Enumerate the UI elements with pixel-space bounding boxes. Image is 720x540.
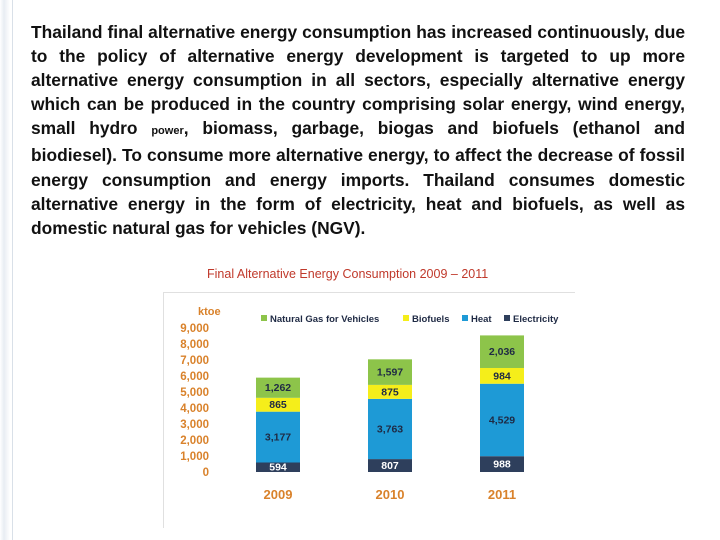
y-tick-label: 5,000 bbox=[180, 387, 209, 399]
y-unit-label: ktoe bbox=[198, 306, 221, 318]
legend-label: Heat bbox=[471, 314, 492, 325]
y-tick-label: 3,000 bbox=[180, 419, 209, 431]
bars: 594 3,177 865 1,262 807 3,763 875 1,597 988 4,529… bbox=[256, 335, 524, 474]
left-decoration bbox=[0, 0, 10, 540]
bar-segment-biofuels bbox=[256, 397, 300, 412]
bar-segment-biofuels bbox=[480, 367, 524, 384]
paragraph-text-1: Thailand final alternative energy consum… bbox=[31, 22, 685, 139]
y-tick-label: 0 bbox=[203, 467, 209, 479]
legend-label: Biofuels bbox=[412, 314, 449, 325]
x-tick-label: 2010 bbox=[376, 487, 405, 502]
legend-swatch bbox=[261, 315, 267, 321]
paragraph-small-word: power bbox=[151, 125, 184, 138]
bar-segment-natural-gas-for-vehicles bbox=[256, 377, 300, 398]
bar-segment-natural-gas-for-vehicles bbox=[480, 335, 524, 368]
data-label: 1,262 bbox=[265, 382, 291, 394]
y-tick-label: 9,000 bbox=[180, 323, 209, 335]
data-label: 865 bbox=[269, 399, 287, 411]
y-tick-label: 6,000 bbox=[180, 371, 209, 383]
left-divider bbox=[12, 0, 13, 540]
bar-segment-electricity bbox=[256, 462, 300, 472]
bar-segment-biofuels bbox=[368, 384, 412, 399]
chart-frame-top bbox=[163, 292, 575, 293]
bar-segment-electricity bbox=[480, 456, 524, 472]
x-axis: 2009 2010 2011 bbox=[264, 487, 517, 502]
bar-segment-heat bbox=[368, 398, 412, 460]
data-label: 1,597 bbox=[377, 367, 403, 379]
legend-label: Natural Gas for Vehicles bbox=[270, 314, 379, 325]
data-label: 807 bbox=[381, 460, 399, 472]
y-tick-label: 4,000 bbox=[180, 403, 209, 415]
bar-segment-heat bbox=[256, 411, 300, 463]
paragraph-text-2: , biomass, garbage, biogas and biofuels … bbox=[31, 118, 685, 238]
bar-segment-heat bbox=[480, 383, 524, 457]
y-tick-label: 1,000 bbox=[180, 451, 209, 463]
y-tick-label: 2,000 bbox=[180, 435, 209, 447]
legend-swatch bbox=[403, 315, 409, 321]
legend: Natural Gas for Vehicles Biofuels Heat Elec… bbox=[261, 314, 559, 325]
data-label: 875 bbox=[381, 386, 399, 398]
y-tick-label: 8,000 bbox=[180, 339, 209, 351]
legend-swatch bbox=[462, 315, 468, 321]
x-tick-label: 2011 bbox=[488, 487, 516, 502]
data-label: 984 bbox=[493, 370, 511, 382]
chart-frame-left bbox=[163, 292, 164, 528]
data-label: 4,529 bbox=[489, 414, 515, 426]
stacked-bar-chart: ktoe Natural Gas for Vehicles Biofuels Hea… bbox=[180, 306, 559, 502]
y-axis: 0 1,000 2,000 3,000 4,000 5,000 6,000 7,000 8,00… bbox=[180, 323, 209, 479]
data-label: 3,763 bbox=[377, 423, 403, 435]
data-label: 594 bbox=[269, 462, 287, 474]
legend-swatch bbox=[504, 315, 510, 321]
x-tick-label: 2009 bbox=[264, 487, 293, 502]
data-label: 2,036 bbox=[489, 346, 515, 358]
bar-segment-electricity bbox=[368, 459, 412, 472]
intro-paragraph: Thailand final alternative energy consum… bbox=[31, 20, 685, 240]
data-label: 3,177 bbox=[265, 432, 291, 444]
bar-segment-natural-gas-for-vehicles bbox=[368, 359, 412, 385]
legend-label: Electricity bbox=[513, 314, 559, 325]
chart-title: Final Alternative Energy Consumption 200… bbox=[207, 267, 489, 281]
data-label: 988 bbox=[493, 459, 511, 471]
y-tick-label: 7,000 bbox=[180, 355, 209, 367]
